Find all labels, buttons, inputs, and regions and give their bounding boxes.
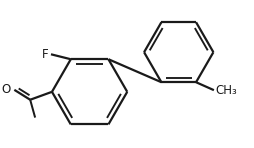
Text: O: O: [1, 83, 10, 96]
Text: F: F: [41, 48, 48, 61]
Text: CH₃: CH₃: [216, 84, 238, 97]
